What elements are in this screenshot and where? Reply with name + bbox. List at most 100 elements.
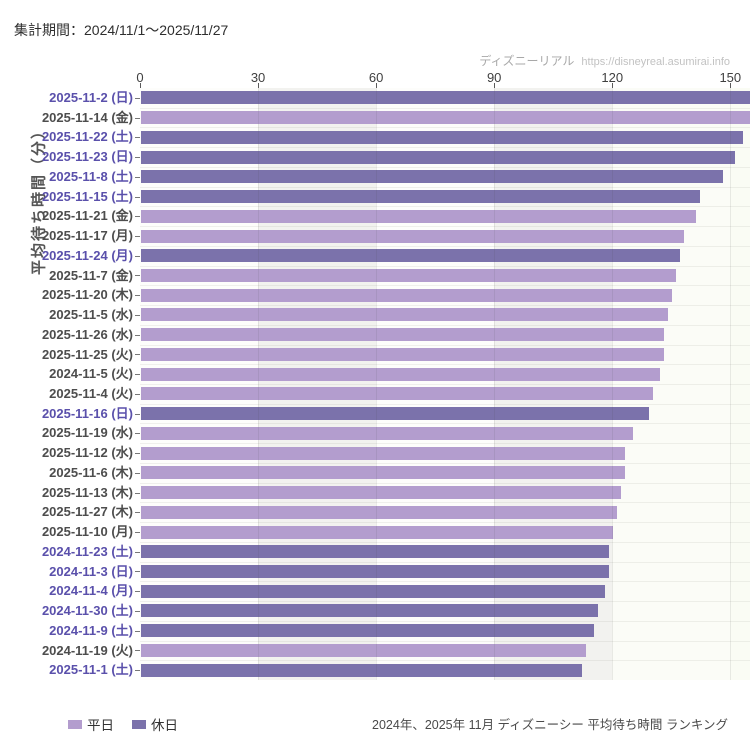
bar-label: 2025-11-5 (水) bbox=[49, 307, 133, 323]
row-separator-line bbox=[140, 522, 750, 523]
vertical-gridline bbox=[730, 88, 732, 680]
row-separator-line bbox=[140, 581, 750, 582]
x-tick-label: 150 bbox=[719, 70, 742, 85]
bar-2025-11-17 (月) bbox=[141, 229, 685, 243]
bar-2025-11-2 (日) bbox=[141, 91, 750, 105]
bar-label: 2025-11-4 (火) bbox=[49, 386, 133, 401]
y-tick-mark bbox=[135, 176, 140, 178]
row-separator-line bbox=[140, 266, 750, 267]
bar-2024-11-23 (土) bbox=[141, 545, 610, 559]
watermark: ディズニーリアル https://disneyreal.asumirai.info bbox=[479, 52, 730, 69]
y-tick-mark bbox=[135, 630, 140, 632]
x-tick-label: 120 bbox=[601, 70, 624, 85]
bar-label: 2025-11-27 (木) bbox=[41, 504, 133, 520]
bar-2025-11-26 (水) bbox=[141, 328, 665, 342]
background-stripe bbox=[140, 88, 259, 680]
bar-2025-11-27 (木) bbox=[141, 505, 618, 519]
bar-2025-11-20 (木) bbox=[141, 288, 673, 302]
bar-label: 2025-11-17 (月) bbox=[41, 228, 133, 244]
x-tick-label: 60 bbox=[368, 70, 384, 85]
bar-label: 2024-11-19 (火) bbox=[41, 642, 133, 658]
row-separator-line bbox=[140, 404, 750, 405]
bar-label: 2025-11-13 (木) bbox=[41, 484, 133, 500]
bar-label: 2025-11-1 (土) bbox=[49, 662, 133, 678]
y-tick-mark bbox=[135, 670, 140, 672]
watermark-site-url[interactable]: https://disneyreal.asumirai.info bbox=[581, 56, 730, 68]
bar-2025-11-15 (土) bbox=[141, 190, 700, 204]
bar-2025-11-6 (木) bbox=[141, 466, 626, 480]
bar-2024-11-5 (火) bbox=[141, 367, 661, 381]
y-tick-mark bbox=[135, 433, 140, 435]
row-separator-line bbox=[140, 660, 750, 661]
bar-label: 2024-11-3 (日) bbox=[49, 563, 133, 579]
bar-label: 2025-11-7 (金) bbox=[49, 267, 133, 283]
row-separator-line bbox=[140, 305, 750, 306]
bar-2025-11-22 (土) bbox=[141, 130, 744, 144]
bar-label: 2024-11-5 (火) bbox=[49, 366, 133, 382]
background-stripe bbox=[730, 88, 750, 680]
y-tick-mark bbox=[135, 196, 140, 198]
row-separator-line bbox=[140, 483, 750, 484]
row-separator-line bbox=[140, 601, 750, 602]
y-tick-mark bbox=[135, 216, 140, 218]
y-tick-mark bbox=[135, 137, 140, 139]
row-separator-line bbox=[140, 187, 750, 188]
bar-2024-11-4 (月) bbox=[141, 584, 606, 598]
bar-2025-11-14 (金) bbox=[141, 111, 750, 125]
bar-2025-11-19 (水) bbox=[141, 426, 633, 440]
background-stripe bbox=[494, 88, 613, 680]
legend-swatch-weekday bbox=[68, 719, 82, 729]
x-tick-mark bbox=[612, 83, 614, 88]
bar-2024-11-3 (日) bbox=[141, 564, 610, 578]
legend-item-weekday: 平日 bbox=[68, 714, 114, 734]
y-tick-mark bbox=[135, 591, 140, 593]
x-tick-mark bbox=[258, 83, 260, 88]
y-tick-mark bbox=[135, 314, 140, 316]
row-separator-line bbox=[140, 127, 750, 128]
row-separator-line bbox=[140, 206, 750, 207]
bar-2025-11-5 (水) bbox=[141, 308, 669, 322]
bar-2025-11-7 (金) bbox=[141, 268, 677, 282]
bar-2024-11-19 (火) bbox=[141, 643, 586, 657]
row-separator-line bbox=[140, 502, 750, 503]
vertical-gridline bbox=[376, 88, 378, 680]
bar-2025-11-16 (日) bbox=[141, 407, 649, 421]
row-separator-line bbox=[140, 423, 750, 424]
y-tick-mark bbox=[135, 117, 140, 119]
bar-2025-11-8 (土) bbox=[141, 170, 724, 184]
legend-label-holiday: 休日 bbox=[151, 718, 178, 733]
bar-2025-11-4 (火) bbox=[141, 387, 653, 401]
y-tick-mark bbox=[135, 512, 140, 514]
y-tick-mark bbox=[135, 532, 140, 533]
x-tick-label: 30 bbox=[250, 70, 266, 85]
row-separator-line bbox=[140, 562, 750, 563]
bar-2025-11-25 (火) bbox=[141, 347, 665, 361]
y-tick-mark bbox=[135, 354, 140, 356]
y-tick-mark bbox=[135, 492, 140, 494]
bar-label: 2024-11-4 (月) bbox=[49, 583, 133, 599]
row-separator-line bbox=[140, 364, 750, 365]
legend-label-weekday: 平日 bbox=[87, 718, 114, 733]
bar-2025-11-23 (日) bbox=[141, 150, 736, 164]
x-tick-label: 90 bbox=[486, 70, 502, 85]
bar-2025-11-21 (金) bbox=[141, 209, 696, 223]
y-tick-mark bbox=[135, 453, 140, 455]
bar-2025-11-12 (水) bbox=[141, 446, 626, 460]
x-tick-mark bbox=[140, 83, 141, 88]
x-tick-label: 0 bbox=[136, 70, 144, 85]
vertical-gridline bbox=[494, 88, 496, 680]
bar-label: 2025-11-10 (月) bbox=[41, 524, 133, 540]
y-tick-mark bbox=[135, 472, 140, 474]
vertical-gridline bbox=[258, 88, 260, 680]
row-separator-line bbox=[140, 463, 750, 464]
legend-item-holiday: 休日 bbox=[132, 714, 178, 734]
row-separator-line bbox=[140, 345, 750, 346]
y-tick-mark bbox=[135, 551, 140, 553]
background-stripe bbox=[258, 88, 377, 680]
bar-2024-11-30 (土) bbox=[141, 604, 598, 618]
x-tick-mark bbox=[494, 83, 496, 88]
bar-2024-11-9 (土) bbox=[141, 624, 594, 638]
bar-label: 2025-11-25 (火) bbox=[41, 346, 133, 362]
y-tick-mark bbox=[135, 157, 140, 159]
x-tick-mark bbox=[730, 83, 732, 88]
